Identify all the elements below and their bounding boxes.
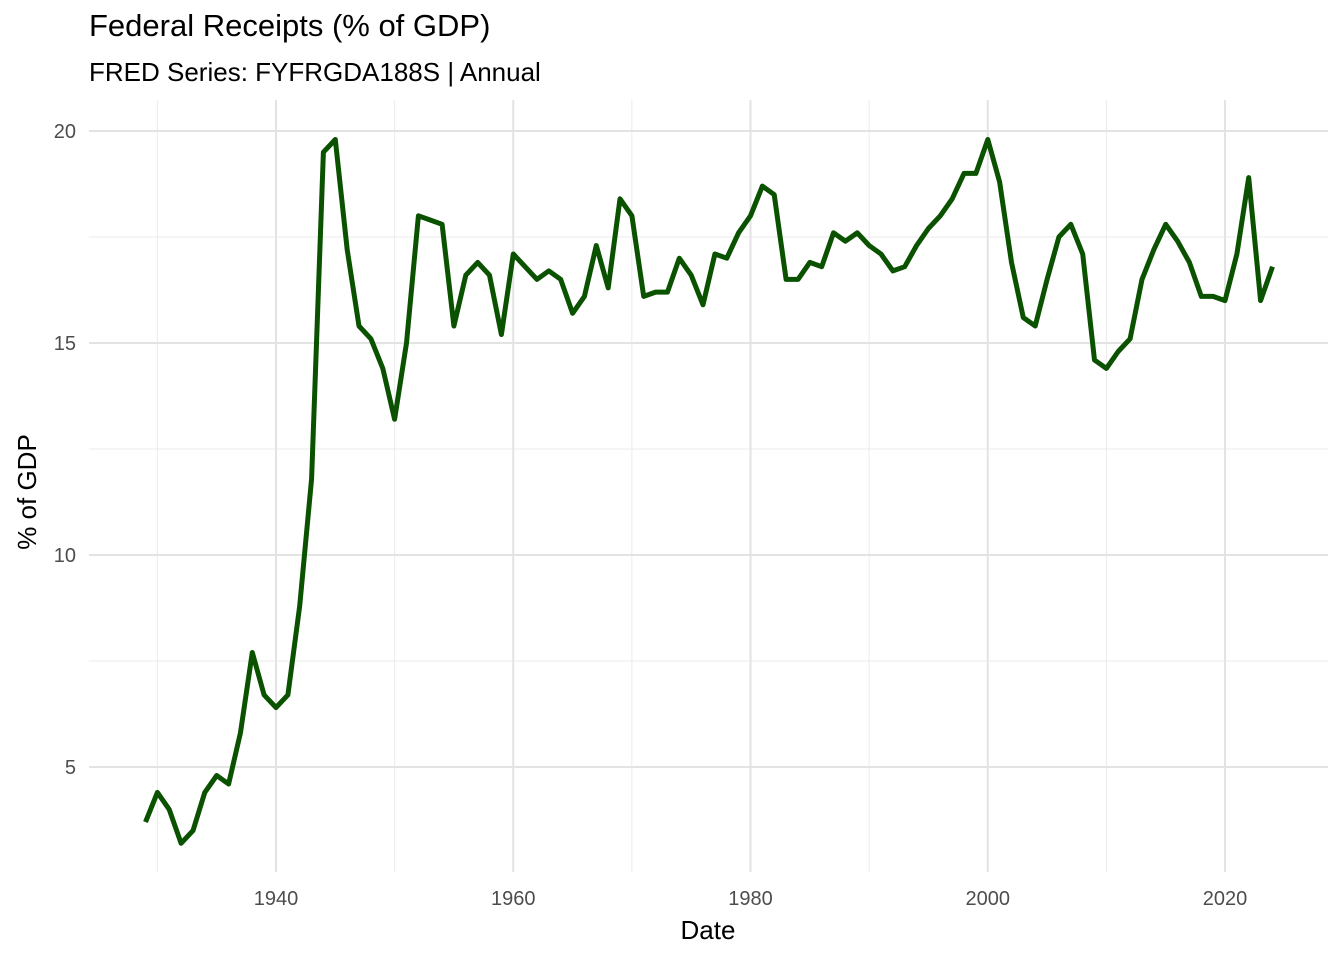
x-tick-label: 2020 (1203, 888, 1248, 910)
y-axis-title: % of GDP (12, 434, 42, 550)
chart-subtitle: FRED Series: FYFRGDA188S | Annual (89, 57, 541, 87)
major-gridlines (89, 100, 1328, 872)
x-tick-label: 1980 (728, 888, 773, 910)
y-tick-label: 15 (54, 333, 76, 355)
x-tick-label: 1960 (491, 888, 536, 910)
x-tick-label: 2000 (966, 888, 1011, 910)
series-layer (143, 137, 1275, 846)
y-tick-label: 10 (54, 545, 76, 567)
minor-gridlines (89, 100, 1328, 872)
y-axis-ticks: 5 10 15 20 (54, 121, 76, 779)
x-axis-title: Date (681, 915, 736, 945)
x-tick-label: 1940 (254, 888, 299, 910)
y-tick-label: 5 (65, 757, 76, 779)
series-line (143, 137, 1275, 846)
y-tick-label: 20 (54, 121, 76, 143)
chart-title: Federal Receipts (% of GDP) (89, 8, 491, 43)
x-axis-ticks: 1940 1960 1980 2000 2020 (254, 888, 1248, 910)
